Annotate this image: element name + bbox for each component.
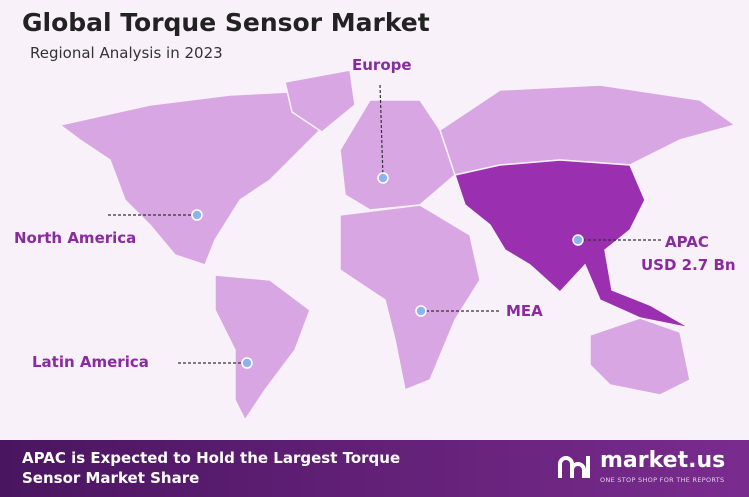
north-america [58,91,322,266]
apac-region [454,159,691,329]
world-map [58,69,737,422]
greenland [284,69,356,133]
brand: market.us [600,448,726,473]
footer: APAC is Expected to Hold the Largest Tor… [0,440,749,497]
title: Global Torque Sensor Market [22,8,430,37]
marker [241,357,253,369]
europe [339,99,456,211]
region-label: Latin America [32,353,149,371]
region-label: North America [14,229,137,247]
africa [339,204,481,392]
marker [572,234,584,246]
tagline: ONE STOP SHOP FOR THE REPORTS [600,476,725,484]
region-label: Europe [352,56,412,74]
footer-text: APAC is Expected to Hold the Largest Tor… [22,449,401,487]
region-value: USD 2.7 Bn [641,256,736,274]
marker [377,172,389,184]
australia [589,317,691,396]
subtitle: Regional Analysis in 2023 [30,44,223,62]
region-label: APAC [665,233,709,251]
brand-logo [558,456,590,478]
marker [415,305,427,317]
marker [191,209,203,221]
region-label: MEA [506,302,543,320]
south-america [214,274,311,422]
leader-line [379,84,384,179]
